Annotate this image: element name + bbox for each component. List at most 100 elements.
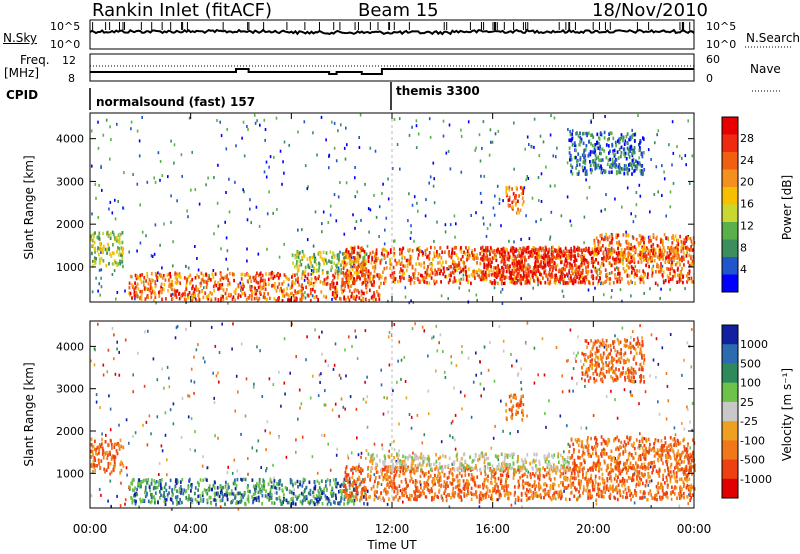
echo-cell — [239, 294, 242, 298]
echo-cell — [618, 170, 620, 175]
echo-cell — [482, 248, 485, 253]
echo-cell — [269, 492, 271, 497]
echo-cell — [371, 294, 374, 299]
scatter-point — [549, 133, 552, 137]
echo-cell — [204, 291, 207, 295]
echo-cell — [633, 150, 636, 155]
echo-cell — [642, 255, 645, 260]
echo-cell — [554, 265, 557, 269]
echo-cell — [244, 477, 247, 482]
scatter-point — [396, 380, 398, 384]
echo-cell — [490, 273, 493, 277]
echo-cell — [610, 246, 613, 251]
echo-cell — [185, 489, 188, 493]
scatter-point — [380, 368, 382, 372]
echo-cell — [303, 254, 306, 259]
echo-cell — [226, 283, 229, 287]
scatter-point — [416, 480, 419, 484]
echo-cell — [686, 280, 688, 284]
echo-cell — [242, 477, 245, 481]
scatter-point — [285, 455, 288, 459]
echo-cell — [658, 253, 661, 257]
echo-cell — [269, 488, 272, 492]
scatter-point — [523, 186, 526, 190]
echo-cell — [242, 287, 244, 291]
echo-cell — [663, 249, 666, 253]
scatter-point — [245, 377, 248, 381]
scatter-point — [213, 396, 215, 400]
echo-cell — [243, 284, 245, 289]
colorbar-segment — [722, 117, 738, 135]
echo-cell — [505, 185, 508, 190]
echo-cell — [668, 279, 670, 284]
scatter-point — [433, 239, 435, 243]
echo-cell — [402, 269, 404, 273]
echo-cell — [617, 260, 620, 264]
echo-cell — [605, 232, 607, 237]
scatter-point — [119, 504, 122, 508]
scatter-point — [321, 330, 323, 334]
echo-cell — [443, 250, 446, 254]
scatter-point — [496, 498, 498, 502]
scatter-point — [96, 452, 98, 456]
echo-cell — [92, 264, 94, 268]
scatter-point — [252, 385, 255, 389]
echo-cell — [312, 269, 315, 273]
echo-cell — [148, 278, 151, 282]
scatter-point — [218, 380, 220, 384]
echo-cell — [185, 283, 188, 287]
scatter-point — [475, 351, 477, 355]
scatter-point — [530, 145, 533, 149]
scatter-point — [652, 264, 655, 268]
echo-cell — [359, 270, 362, 274]
echo-cell — [453, 271, 455, 275]
echo-cell — [362, 495, 365, 499]
scatter-point — [113, 357, 115, 361]
scatter-point — [189, 448, 192, 451]
scatter-point — [442, 119, 445, 123]
scatter-point — [650, 158, 652, 161]
echo-cell — [191, 295, 194, 300]
echo-cell — [567, 256, 569, 260]
echo-cell — [520, 268, 523, 272]
echo-cell — [631, 150, 634, 154]
echo-cell — [261, 484, 263, 488]
scatter-point — [513, 167, 515, 171]
echo-cell — [669, 271, 671, 276]
echo-cell — [460, 269, 463, 274]
scatter-point — [525, 214, 527, 218]
echo-cell — [149, 500, 152, 505]
echo-cell — [499, 277, 502, 281]
scatter-point — [221, 486, 223, 490]
echo-cell — [120, 460, 123, 464]
echo-cell — [454, 263, 457, 267]
echo-cell — [176, 480, 179, 484]
echo-cell — [494, 281, 496, 286]
scatter-point — [576, 382, 578, 386]
echo-cell — [638, 148, 641, 153]
echo-cell — [403, 276, 405, 281]
echo-cell — [568, 249, 571, 253]
scatter-point — [385, 216, 388, 220]
echo-cell — [510, 273, 512, 277]
echo-cell — [376, 290, 378, 294]
scatter-point — [380, 258, 383, 262]
echo-cell — [337, 268, 340, 273]
scatter-point — [398, 117, 401, 121]
echo-cell — [453, 251, 456, 255]
echo-cell — [336, 276, 339, 280]
scatter-point — [657, 190, 659, 194]
echo-cell — [544, 260, 546, 264]
echo-cell — [301, 283, 303, 287]
echo-cell — [332, 500, 335, 504]
echo-cell — [298, 264, 301, 268]
scatter-point — [191, 150, 193, 154]
echo-cell — [296, 260, 298, 264]
echo-cell — [341, 281, 343, 285]
echo-cell — [428, 281, 431, 285]
scatter-point — [158, 461, 161, 465]
echo-cell — [440, 263, 443, 268]
echo-cell — [224, 502, 226, 506]
echo-cell — [334, 493, 337, 497]
scatter-point — [672, 151, 675, 155]
